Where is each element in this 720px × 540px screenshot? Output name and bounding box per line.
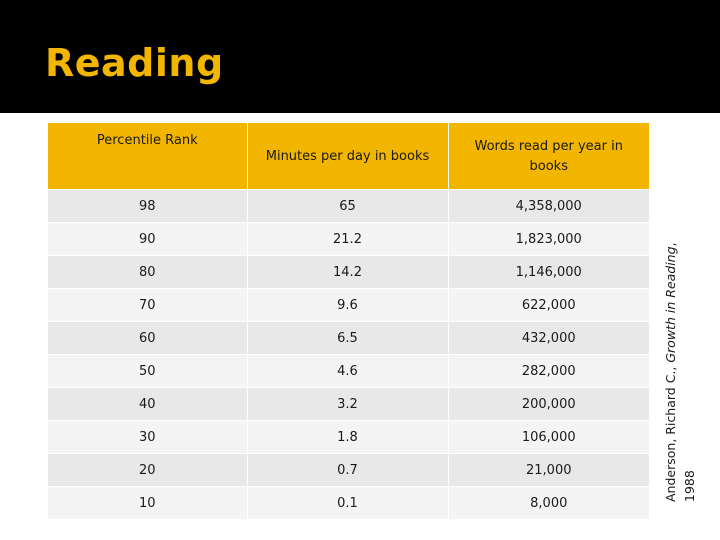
table-row: 40 3.2 200,000 [48,387,649,421]
percentile-cell: 50 [48,354,248,388]
percentile-cell: 90 [48,222,248,256]
percentile-cell: 10 [48,486,248,520]
header-percentile-rank: Percentile Rank [48,123,248,190]
percentile-cell: 80 [48,255,248,289]
citation-line-1: Anderson, Richard C., Growth in Reading, [661,124,680,502]
minutes-cell: 9.6 [247,288,449,322]
minutes-cell: 14.2 [247,255,449,289]
percentile-cell: 30 [48,420,248,454]
words-cell: 4,358,000 [448,189,649,223]
table-row: 98 65 4,358,000 [48,189,649,223]
header-words-per-year: Words read per year in books [448,123,649,190]
table-row: 20 0.7 21,000 [48,453,649,487]
citation-box: Anderson, Richard C., Growth in Reading,… [656,124,704,504]
minutes-cell: 0.1 [247,486,449,520]
header-minutes-per-day: Minutes per day in books [247,123,449,190]
reading-table-container: Percentile Rank Minutes per day in books… [48,123,649,520]
minutes-cell: 65 [247,189,449,223]
title-band: Reading [0,0,720,113]
table-row: 60 6.5 432,000 [48,321,649,355]
citation-text: Anderson, Richard C., Growth in Reading,… [656,124,704,504]
words-cell: 21,000 [448,453,649,487]
reading-table: Percentile Rank Minutes per day in books… [48,123,649,520]
percentile-cell: 40 [48,387,248,421]
minutes-cell: 3.2 [247,387,449,421]
slide-title: Reading [45,41,224,85]
citation-suffix: , [663,242,678,247]
words-cell: 200,000 [448,387,649,421]
minutes-cell: 21.2 [247,222,449,256]
minutes-cell: 0.7 [247,453,449,487]
words-cell: 622,000 [448,288,649,322]
minutes-cell: 4.6 [247,354,449,388]
words-cell: 1,146,000 [448,255,649,289]
words-cell: 8,000 [448,486,649,520]
percentile-cell: 20 [48,453,248,487]
citation-author: Anderson, Richard C., [663,362,678,502]
table-row: 90 21.2 1,823,000 [48,222,649,256]
citation-year: 1988 [682,470,697,502]
table-row: 30 1.8 106,000 [48,420,649,454]
table-row: 80 14.2 1,146,000 [48,255,649,289]
percentile-cell: 70 [48,288,248,322]
citation-work: Growth in Reading [663,246,678,363]
words-cell: 282,000 [448,354,649,388]
minutes-cell: 1.8 [247,420,449,454]
table-row: 10 0.1 8,000 [48,486,649,520]
percentile-cell: 60 [48,321,248,355]
words-cell: 1,823,000 [448,222,649,256]
minutes-cell: 6.5 [247,321,449,355]
percentile-cell: 98 [48,189,248,223]
header-row: Percentile Rank Minutes per day in books… [48,123,649,190]
words-cell: 106,000 [448,420,649,454]
table-row: 50 4.6 282,000 [48,354,649,388]
words-cell: 432,000 [448,321,649,355]
table-row: 70 9.6 622,000 [48,288,649,322]
